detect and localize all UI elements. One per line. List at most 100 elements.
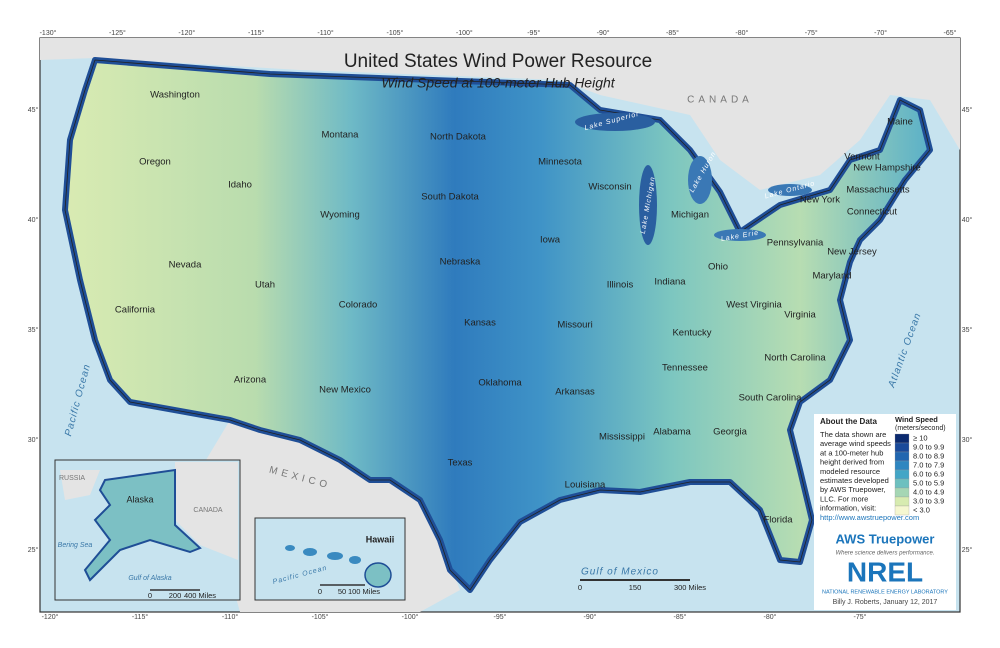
longitude-label: -75° bbox=[854, 613, 867, 621]
scale-label: 100 Miles bbox=[348, 587, 380, 596]
state-label: Maine bbox=[887, 117, 913, 128]
island bbox=[303, 548, 317, 556]
legend-label: 5.0 to 5.9 bbox=[913, 478, 944, 487]
longitude-label: -125° bbox=[109, 29, 126, 37]
latitude-label: 40° bbox=[962, 216, 973, 224]
legend-swatch bbox=[894, 496, 910, 507]
longitude-label: -100° bbox=[456, 29, 473, 37]
info-panel bbox=[814, 414, 956, 610]
alaska-labels: RUSSIA CANADA Bering Sea Gulf of Alaska 0 200… bbox=[58, 475, 223, 600]
legend: ≥ 109.0 to 9.98.0 to 8.97.0 to 7.96.0 to… bbox=[894, 433, 944, 516]
state-label: Ohio bbox=[708, 262, 728, 273]
state-label: Washington bbox=[150, 90, 200, 101]
graticule-labels: -130° -125° -120° -115° -110° -105° -100° -95° -… bbox=[28, 29, 973, 621]
longitude-label: -90° bbox=[597, 29, 610, 37]
state-label: Oklahoma bbox=[478, 378, 522, 389]
longitude-label: -115° bbox=[132, 613, 148, 621]
state-label: North Dakota bbox=[430, 132, 487, 143]
state-label: Pennsylvania bbox=[767, 238, 824, 249]
about-line: http://www.awstruepower.com bbox=[820, 513, 919, 522]
canada-inset-land bbox=[175, 462, 238, 560]
latitude-label: 45° bbox=[962, 106, 973, 114]
longitude-label: -110° bbox=[222, 613, 238, 621]
state-label: Virginia bbox=[784, 310, 816, 321]
longitude-label: -100° bbox=[402, 613, 419, 621]
latitude-label: 35° bbox=[28, 326, 39, 334]
longitude-label: -105° bbox=[312, 613, 329, 621]
legend-swatch bbox=[894, 469, 910, 480]
latitude-label: 30° bbox=[962, 436, 973, 444]
legend-swatch bbox=[894, 433, 910, 444]
state-label: Massachusetts bbox=[846, 185, 910, 196]
legend-swatch bbox=[894, 478, 910, 489]
island bbox=[349, 556, 361, 564]
scale-label: 0 bbox=[578, 583, 582, 592]
legend-label: 7.0 to 7.9 bbox=[913, 460, 944, 469]
about-line: by AWS Truepower, bbox=[820, 485, 886, 494]
about-line: modeled resource bbox=[820, 467, 880, 476]
legend-swatch bbox=[894, 487, 910, 498]
longitude-label: -120° bbox=[42, 613, 59, 621]
state-label: California bbox=[115, 305, 156, 316]
legend-label: ≥ 10 bbox=[913, 433, 928, 442]
state-label: Missouri bbox=[557, 320, 592, 331]
state-label: Alabama bbox=[653, 427, 691, 438]
island bbox=[327, 552, 343, 560]
scale-label: 150 bbox=[629, 583, 642, 592]
state-label: Iowa bbox=[540, 235, 561, 246]
about-heading: About the Data bbox=[820, 417, 877, 426]
state-label: Utah bbox=[255, 280, 275, 291]
about-line: height derived from bbox=[820, 458, 884, 467]
longitude-label: -110° bbox=[317, 29, 333, 37]
state-label: Arkansas bbox=[555, 387, 595, 398]
map-title: United States Wind Power Resource bbox=[344, 51, 652, 72]
latitude-label: 25° bbox=[962, 546, 973, 554]
aws-tagline: Where science delivers performance. bbox=[835, 551, 934, 557]
state-label: Minnesota bbox=[538, 157, 583, 168]
state-label: New Hampshire bbox=[853, 163, 921, 174]
longitude-label: -115° bbox=[248, 29, 264, 37]
inset-label: Gulf of Alaska bbox=[128, 575, 171, 582]
longitude-label: -85° bbox=[674, 613, 687, 621]
scale-label: 0 bbox=[318, 587, 322, 596]
legend-label: 3.0 to 3.9 bbox=[913, 496, 944, 505]
longitude-label: -120° bbox=[178, 29, 195, 37]
legend-unit: (meters/second) bbox=[895, 425, 946, 432]
about-line: information, visit: bbox=[820, 504, 876, 513]
legend-swatch bbox=[894, 442, 910, 453]
legend-swatch bbox=[894, 460, 910, 471]
state-label: Nevada bbox=[169, 260, 202, 271]
state-label: North Carolina bbox=[764, 353, 826, 364]
about-line: The data shown are bbox=[820, 430, 886, 439]
state-label: South Dakota bbox=[421, 192, 479, 203]
legend-label: 6.0 to 6.9 bbox=[913, 469, 944, 478]
legend-label: 8.0 to 8.9 bbox=[913, 451, 944, 460]
state-label: Indiana bbox=[654, 277, 686, 288]
latitude-label: 45° bbox=[28, 106, 39, 114]
hawaii-label: Hawaii bbox=[366, 534, 395, 544]
longitude-label: -80° bbox=[735, 29, 748, 37]
state-label: Wisconsin bbox=[588, 182, 631, 193]
longitude-label: -90° bbox=[584, 613, 597, 621]
country-label: CANADA bbox=[687, 95, 753, 106]
island-hawaii bbox=[364, 562, 392, 588]
alaska-land bbox=[83, 468, 202, 582]
legend-swatch bbox=[894, 505, 910, 516]
longitude-label: -65° bbox=[944, 29, 957, 37]
lake-huron bbox=[688, 156, 712, 204]
legend-label: 4.0 to 4.9 bbox=[913, 487, 944, 496]
inset-label: RUSSIA bbox=[59, 475, 85, 482]
latitude-label: 25° bbox=[28, 546, 39, 554]
about-line: LLC. For more bbox=[820, 494, 868, 503]
scale-labels: 0 150 300 Miles bbox=[578, 583, 706, 592]
russia-land bbox=[60, 470, 100, 500]
state-label: Michigan bbox=[671, 210, 709, 221]
state-label: Maryland bbox=[812, 271, 851, 282]
longitude-label: -75° bbox=[805, 29, 818, 37]
state-label: Georgia bbox=[713, 427, 748, 438]
about-line: average wind speeds bbox=[820, 439, 891, 448]
alaska-label: Alaska bbox=[126, 494, 153, 504]
state-label: Connecticut bbox=[847, 207, 898, 218]
